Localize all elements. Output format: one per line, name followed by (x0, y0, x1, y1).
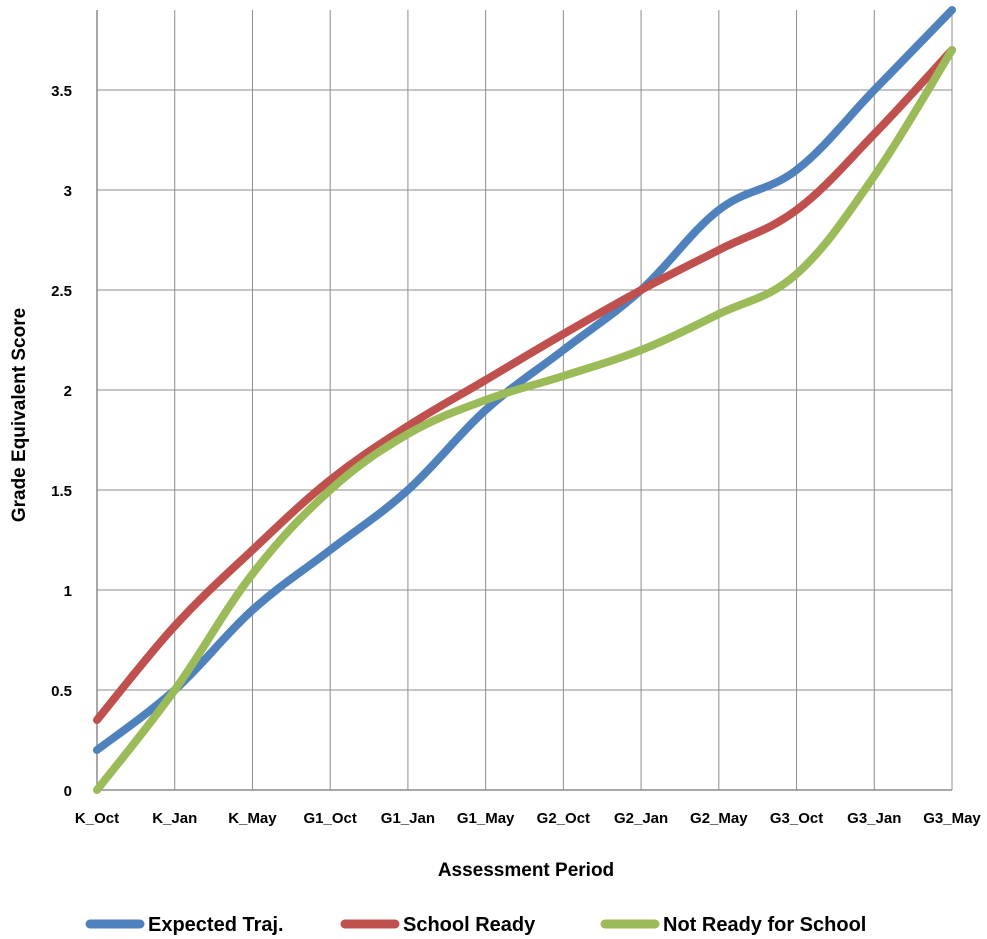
x-tick-label: K_Oct (75, 810, 119, 827)
legend-label: Expected Traj. (148, 914, 284, 936)
legend-label: School Ready (403, 914, 536, 936)
y-tick-labels: 0 0.5 1 1.5 2 2.5 3 3.5 (51, 83, 72, 800)
legend-item-not-ready-for-school: Not Ready for School (600, 914, 866, 936)
x-tick-label: G1_Jan (381, 810, 435, 827)
series-lines (93, 6, 956, 794)
series-line-expected-traj (93, 6, 956, 754)
x-tick-label: K_Jan (152, 810, 197, 827)
x-tick-label: K_May (228, 810, 277, 827)
series-line-not-ready-for-school (93, 46, 956, 794)
series-line-school-ready (93, 46, 956, 724)
x-tick-label: G1_Oct (304, 810, 357, 827)
x-tick-label: G3_Jan (847, 810, 901, 827)
y-tick-label: 0.5 (51, 683, 72, 700)
x-tick-label: G2_May (690, 810, 748, 827)
y-tick-label: 1 (64, 583, 72, 600)
legend-item-expected-traj: Expected Traj. (85, 914, 284, 936)
x-tick-label: G1_May (457, 810, 515, 827)
legend: Expected Traj. School Ready Not Ready for … (85, 914, 866, 936)
x-tick-label: G3_Oct (770, 810, 823, 827)
gridlines (96, 10, 953, 791)
y-tick-label: 3 (64, 183, 72, 200)
legend-label: Not Ready for School (663, 914, 866, 936)
y-tick-label: 3.5 (51, 83, 72, 100)
x-tick-label: G2_Oct (537, 810, 590, 827)
y-tick-label: 0 (64, 783, 72, 800)
y-tick-label: 1.5 (51, 483, 72, 500)
x-tick-label: G3_May (923, 810, 981, 827)
x-tick-label: G2_Jan (614, 810, 668, 827)
y-tick-label: 2 (64, 383, 72, 400)
x-tick-labels: K_Oct K_Jan K_May G1_Oct G1_Jan G1_May G2_Oct G… (75, 810, 982, 827)
y-tick-label: 2.5 (51, 283, 72, 300)
y-axis-title: Grade Equivalent Score (9, 308, 30, 522)
legend-item-school-ready: School Ready (340, 914, 536, 936)
x-axis-title: Assessment Period (438, 860, 614, 881)
